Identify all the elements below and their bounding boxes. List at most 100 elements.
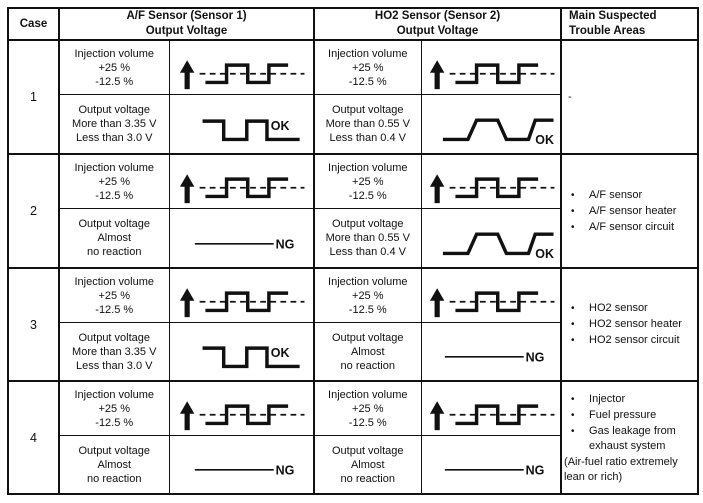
trouble-item: HO2 sensor xyxy=(563,301,695,316)
text-line: Injection volume xyxy=(74,388,155,401)
col-header-ho2-sensor: HO2 Sensor (Sensor 2) Output Voltage xyxy=(313,7,562,41)
ho2-injection-label: Injection volume +25 % -12.5 % xyxy=(313,153,422,209)
ho2-injection-label: Injection volume +25 % -12.5 % xyxy=(313,380,422,436)
trapezoid-ok-waveform xyxy=(422,214,560,264)
text-line: Almost xyxy=(97,232,132,244)
injection-step-waveform xyxy=(422,43,560,93)
ho2-injection-waveform-cell xyxy=(420,267,562,323)
text-line: More than 3.35 V xyxy=(72,118,157,130)
case-1-injection-row: 1 Injection volume +25 % -12.5 % Injecti… xyxy=(7,39,699,155)
text-line: no reaction xyxy=(87,246,142,258)
text-line: Injection volume xyxy=(328,161,408,174)
trouble-item: Gas leakage from exhaust system xyxy=(563,424,695,454)
text-line: Injection volume xyxy=(328,275,408,288)
af-injection-label: Injection volume +25 % -12.5 % xyxy=(58,267,170,323)
text-line: -12.5 % xyxy=(95,303,134,316)
af-injection-label: Injection volume +25 % -12.5 % xyxy=(58,39,170,95)
ho2-output-label: Output voltage Almost no reaction xyxy=(313,435,422,495)
injection-step-waveform xyxy=(422,384,560,434)
text-line: Less than 3.0 V xyxy=(76,359,153,372)
trouble-item: A/F sensor heater xyxy=(563,204,695,219)
text-line: -12.5 % xyxy=(348,416,387,429)
text-line: Injection volume xyxy=(74,161,155,174)
injection-step-waveform xyxy=(422,271,560,321)
text-line: Almost xyxy=(350,345,385,358)
trapezoid-ok-waveform xyxy=(422,100,560,150)
case-2-output-row: Output voltage Almost no reaction Output… xyxy=(8,208,698,269)
square-ok-waveform xyxy=(172,327,310,377)
text-line: More than 0.55 V xyxy=(325,232,410,244)
text-line: More than 0.55 V xyxy=(325,118,410,130)
ho2-output-label: Output voltage More than 0.55 V Less tha… xyxy=(313,208,422,269)
text-line: Output voltage xyxy=(78,444,151,457)
case-number: 4 xyxy=(7,380,60,495)
af-output-label: Output voltage Almost no reaction xyxy=(58,435,170,495)
case-number: 1 xyxy=(7,39,60,155)
text-line: Less than 3.0 V xyxy=(76,132,153,144)
af-injection-label: Injection volume +25 % -12.5 % xyxy=(58,380,170,436)
text-line: +25 % xyxy=(98,289,131,302)
text-line: Output voltage xyxy=(78,218,151,230)
trouble-areas-cell: Injector Fuel pressure Gas leakage from … xyxy=(560,380,699,495)
ho2-output-label: Output voltage Almost no reaction xyxy=(313,322,422,382)
text-line: no reaction xyxy=(340,359,395,372)
injection-step-waveform xyxy=(172,43,310,93)
ho2-output-label: Output voltage More than 0.55 V Less tha… xyxy=(313,94,422,155)
trouble-areas-cell: - xyxy=(560,39,699,155)
text-line: +25 % xyxy=(98,175,131,188)
text-line: HO2 Sensor (Sensor 2) xyxy=(374,10,501,22)
af-output-waveform-cell xyxy=(168,208,315,269)
trouble-areas-cell: HO2 sensor HO2 sensor heater HO2 sensor … xyxy=(560,267,699,382)
case-number: 2 xyxy=(7,153,60,269)
text-line: -12.5 % xyxy=(95,75,134,88)
case-2-injection-row: 2 Injection volume +25 % -12.5 % Injecti… xyxy=(7,153,699,269)
flat-ng-waveform xyxy=(172,440,310,490)
text-line: -12.5 % xyxy=(348,303,387,316)
text-line: Trouble Areas xyxy=(569,25,646,37)
case-3-injection-row: 3 Injection volume +25 % -12.5 % Injecti… xyxy=(7,267,699,382)
af-injection-waveform-cell xyxy=(168,153,315,209)
col-header-af-sensor: A/F Sensor (Sensor 1) Output Voltage xyxy=(57,7,315,41)
injection-step-waveform xyxy=(422,157,560,207)
ho2-injection-waveform-cell xyxy=(420,380,562,436)
text-line: Output voltage xyxy=(331,444,404,457)
af-output-waveform-cell xyxy=(168,94,315,155)
trouble-list: Injector Fuel pressure Gas leakage from … xyxy=(563,392,695,454)
text-line: Less than 0.4 V xyxy=(329,132,406,144)
af-injection-waveform-cell xyxy=(168,39,315,95)
ho2-output-waveform-cell xyxy=(420,435,562,495)
text-line: -12.5 % xyxy=(95,416,134,429)
square-ok-waveform xyxy=(172,100,310,150)
col-header-case: Case xyxy=(7,7,60,41)
af-output-waveform-cell xyxy=(168,435,315,495)
trouble-item: Injector xyxy=(563,392,695,407)
col-header-trouble-areas: Main Suspected Trouble Areas xyxy=(560,7,699,41)
text-line: +25 % xyxy=(352,402,384,415)
text-line: Output Voltage xyxy=(396,25,479,37)
text-line: +25 % xyxy=(352,289,384,302)
text-line: More than 3.35 V xyxy=(72,345,157,358)
trouble-item: A/F sensor xyxy=(563,188,695,203)
ho2-output-waveform-cell xyxy=(420,94,562,155)
af-injection-label: Injection volume +25 % -12.5 % xyxy=(58,153,170,209)
trouble-item: Fuel pressure xyxy=(563,408,695,423)
flat-ng-waveform xyxy=(422,440,560,490)
case-1-output-row: Output voltage More than 3.35 V Less tha… xyxy=(8,94,698,155)
text-line: Injection volume xyxy=(74,47,155,60)
trouble-item: A/F sensor circuit xyxy=(563,220,695,235)
text-line: +25 % xyxy=(352,61,384,74)
text-line: no reaction xyxy=(87,472,142,485)
trouble-list: A/F sensor A/F sensor heater A/F sensor … xyxy=(563,188,695,235)
injection-step-waveform xyxy=(172,384,310,434)
no-trouble-dash: - xyxy=(568,90,572,103)
text-line: Less than 0.4 V xyxy=(329,246,406,258)
text-line: no reaction xyxy=(340,472,395,485)
text-line: Output voltage xyxy=(331,104,404,116)
text-line: Injection volume xyxy=(328,388,408,401)
text-line: -12.5 % xyxy=(348,75,387,88)
text-line: Output voltage xyxy=(78,331,151,344)
trouble-areas-cell: A/F sensor A/F sensor heater A/F sensor … xyxy=(560,153,699,269)
injection-step-waveform xyxy=(172,271,310,321)
case-4-injection-row: 4 Injection volume +25 % -12.5 % Injecti… xyxy=(7,380,699,495)
flat-ng-waveform xyxy=(422,327,560,377)
